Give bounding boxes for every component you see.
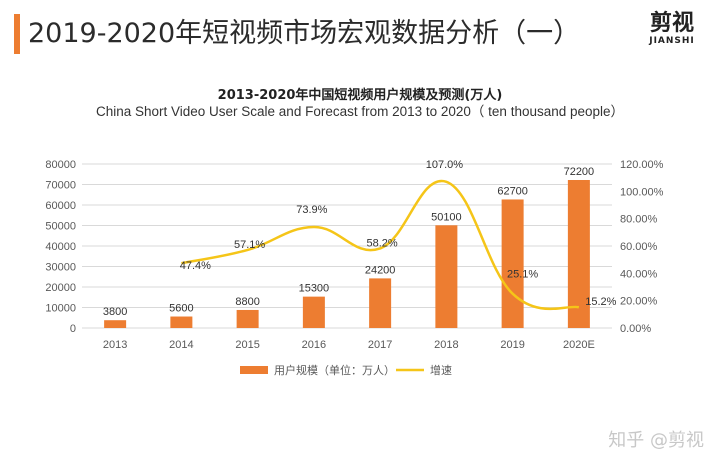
y-left-tick-label: 80000	[45, 159, 76, 171]
watermark: 知乎 @剪视	[608, 430, 704, 451]
legend-swatch-bar	[240, 366, 268, 374]
y-right-tick-label: 120.00%	[620, 159, 664, 171]
bar	[104, 320, 127, 328]
bar	[236, 309, 259, 328]
title-accent-bar	[14, 14, 20, 54]
y-left-tick-label: 0	[70, 323, 76, 335]
y-right-tick-label: 100.00%	[620, 186, 664, 198]
bar-data-label: 72200	[564, 166, 595, 178]
y-left-tick-label: 30000	[45, 262, 76, 274]
bar	[369, 278, 392, 328]
bar-data-label: 3800	[103, 306, 127, 318]
bar-data-label: 50100	[431, 211, 462, 223]
brand-logo-cn: 剪视	[649, 10, 694, 36]
bar	[435, 225, 458, 328]
bar-data-label: 8800	[235, 296, 259, 308]
line-data-label: 58.2%	[367, 237, 398, 249]
line-data-label: 107.0%	[426, 159, 464, 171]
line-data-label: 25.1%	[507, 269, 538, 281]
line-data-label: 57.1%	[234, 239, 265, 251]
x-tick-label: 2018	[434, 339, 458, 351]
bar	[170, 316, 193, 328]
y-right-tick-label: 0.00%	[620, 323, 651, 335]
y-left-tick-label: 20000	[45, 282, 76, 294]
chart-title: 2013-2020年中国短视频用户规模及预测(万人)	[217, 88, 503, 103]
line-data-label: 73.9%	[296, 204, 327, 216]
x-tick-label: 2017	[368, 339, 392, 351]
legend-label-line: 增速	[430, 363, 452, 377]
y-right-tick-label: 80.00%	[620, 214, 658, 226]
y-right-tick-label: 60.00%	[620, 241, 658, 253]
bar	[567, 179, 590, 328]
x-tick-label: 2019	[500, 339, 524, 351]
bar	[302, 296, 325, 328]
x-tick-label: 2015	[235, 339, 259, 351]
page-title: 2019-2020年短视频市场宏观数据分析（一）	[28, 18, 581, 49]
bar-data-label: 24200	[365, 264, 396, 276]
y-right-tick-label: 20.00%	[620, 296, 658, 308]
x-tick-label: 2014	[169, 339, 193, 351]
y-right-tick-label: 40.00%	[620, 268, 658, 280]
line-data-label: 15.2%	[585, 296, 616, 308]
x-tick-label: 2016	[302, 339, 326, 351]
line-data-label: 47.4%	[180, 260, 211, 272]
y-left-tick-label: 40000	[45, 241, 76, 253]
bar	[501, 199, 524, 328]
y-left-tick-label: 50000	[45, 221, 76, 233]
y-left-tick-label: 70000	[45, 180, 76, 192]
brand-logo-en: JIANSHI	[649, 36, 695, 46]
chart-subtitle: China Short Video User Scale and Forecas…	[95, 104, 625, 119]
y-left-tick-label: 10000	[45, 303, 76, 315]
bar-data-label: 15300	[299, 283, 330, 295]
legend-label-bar: 用户规模（单位：万人）	[274, 363, 395, 377]
brand-logo: 剪视 JIANSHI	[642, 10, 702, 47]
bar-data-label: 5600	[169, 303, 193, 315]
growth-rate-line	[181, 179, 580, 311]
bar-data-label: 62700	[497, 185, 528, 197]
x-tick-label: 2020E	[563, 339, 595, 351]
x-tick-label: 2013	[103, 339, 127, 351]
y-left-tick-label: 60000	[45, 200, 76, 212]
